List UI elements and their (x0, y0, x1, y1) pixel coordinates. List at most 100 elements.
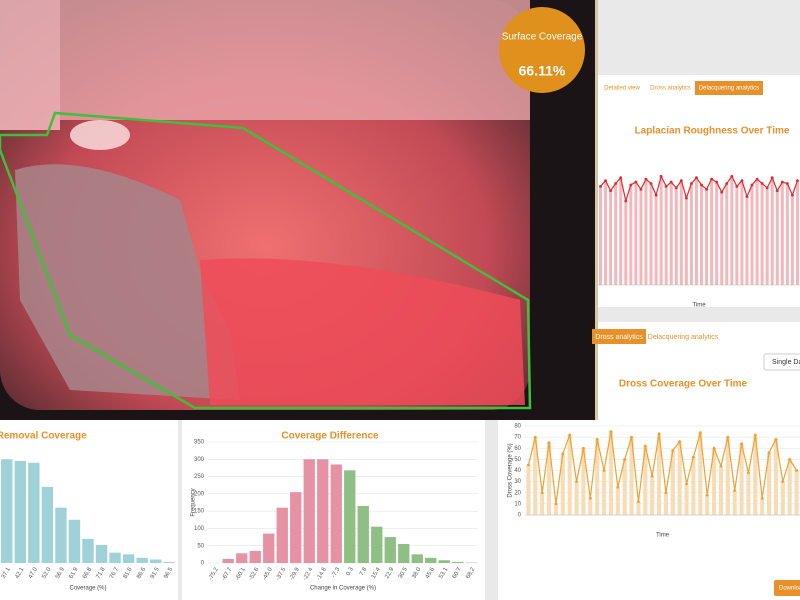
value-bar (526, 464, 531, 515)
value-bar (595, 439, 600, 515)
dropdown[interactable] (763, 353, 800, 371)
point (623, 457, 627, 461)
value-bar (674, 187, 678, 285)
bar (136, 557, 148, 563)
value-bar (775, 190, 779, 285)
x-tick-label: 68.2 (465, 566, 476, 580)
value-bar (710, 179, 714, 285)
point (554, 502, 558, 506)
point (599, 185, 602, 188)
x-tick-label: 7.8 (359, 566, 369, 577)
tab[interactable] (695, 81, 763, 95)
point (657, 432, 661, 436)
point (692, 455, 695, 459)
y-axis-label: Frequency (191, 488, 197, 516)
y-tick-label: 0 (518, 513, 522, 519)
tab-label[interactable]: Dross analytics (595, 334, 643, 341)
point (540, 491, 544, 495)
point (614, 182, 618, 185)
bar (28, 462, 40, 563)
point (780, 180, 784, 184)
value-bar (679, 180, 683, 285)
bar (14, 461, 26, 563)
y-axis-label: Dross Coverage (%) (508, 443, 514, 497)
value-bar (622, 459, 627, 515)
point (669, 180, 673, 184)
tab-label[interactable]: Dross analytics (650, 86, 691, 92)
x-tick-label: 81.6 (123, 566, 134, 580)
bar (344, 470, 356, 563)
point (604, 179, 607, 183)
value-bar (725, 437, 730, 515)
point (745, 195, 749, 198)
value-bar (689, 183, 693, 285)
point (659, 174, 663, 178)
point (695, 176, 698, 180)
tab[interactable] (648, 81, 693, 95)
x-tick-label: 15.4 (371, 566, 382, 580)
value-bar (636, 501, 641, 515)
bar (371, 526, 383, 563)
x-tick-label: 91.5 (150, 566, 161, 580)
x-axis-label: Coverage (%) (69, 586, 106, 592)
point (785, 182, 789, 185)
chart-title: Dross Coverage Over Time (619, 379, 748, 390)
chart-title: Coverage Difference (281, 431, 379, 442)
tab-label[interactable]: Delacquering analytics (648, 334, 719, 341)
bar (55, 507, 67, 563)
value-bar (773, 439, 778, 515)
point (760, 182, 764, 185)
bar (222, 558, 234, 563)
value-bar (664, 186, 668, 285)
tab[interactable] (592, 329, 646, 344)
value-bar (654, 195, 658, 285)
dropdown-label[interactable]: Single Day (772, 359, 800, 366)
value-bar (619, 177, 623, 285)
value-bar (780, 182, 784, 285)
value-bar (698, 432, 703, 515)
value-bar (684, 198, 688, 285)
value-bar (629, 184, 633, 285)
bar (290, 492, 302, 563)
value-bar (787, 459, 792, 515)
point (671, 449, 675, 452)
value-bar (639, 189, 643, 285)
point (720, 190, 724, 194)
bar (150, 559, 162, 563)
value-bar (540, 492, 545, 515)
x-tick-label: 42.1 (14, 566, 25, 580)
point (616, 485, 620, 489)
value-bar (643, 446, 648, 515)
point (629, 183, 633, 187)
tab-label[interactable]: Delacquering analytics (699, 86, 759, 92)
value-bar (712, 448, 717, 515)
point (719, 464, 723, 468)
value-bar (657, 433, 662, 515)
bar (317, 459, 329, 563)
y-tick-label: 50 (197, 543, 204, 549)
point (770, 176, 774, 180)
tab-label[interactable]: Detailed view (604, 86, 640, 92)
point (595, 437, 599, 441)
download-button[interactable] (774, 580, 800, 596)
point (609, 430, 613, 433)
value-bar (602, 470, 607, 515)
download-label[interactable]: Download (779, 586, 800, 592)
value-bar (644, 179, 648, 285)
value-bar (770, 177, 774, 285)
point (698, 431, 702, 435)
tab[interactable] (648, 329, 718, 344)
value-bar (691, 457, 696, 515)
value-bar (740, 180, 744, 285)
value-bar (649, 183, 653, 285)
point (685, 482, 688, 486)
value-bar (730, 176, 734, 285)
bar (68, 519, 81, 563)
value-bar (614, 183, 618, 285)
x-tick-label: 0.3 (345, 566, 355, 577)
value-bar (785, 183, 789, 285)
y-tick-label: 30 (514, 479, 521, 485)
value-bar (746, 472, 751, 515)
tab[interactable] (598, 81, 646, 95)
